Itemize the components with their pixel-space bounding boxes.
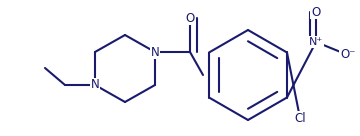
Text: N: N <box>91 78 99 92</box>
Text: N⁺: N⁺ <box>309 37 323 47</box>
Text: O⁻: O⁻ <box>340 49 356 61</box>
Text: N: N <box>150 46 159 58</box>
Text: O: O <box>185 12 195 24</box>
Text: O: O <box>311 5 321 18</box>
Text: Cl: Cl <box>294 112 306 124</box>
